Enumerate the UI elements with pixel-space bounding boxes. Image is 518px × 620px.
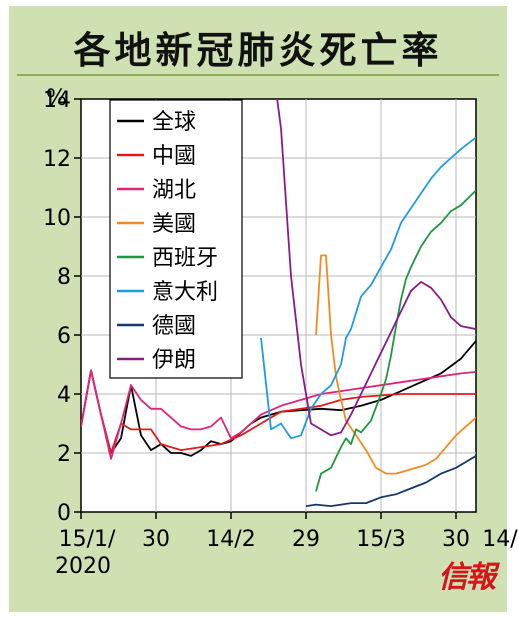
y-tick-label: 8 — [57, 265, 71, 290]
legend-label: 美國 — [152, 212, 196, 237]
y-tick-label: 0 — [57, 501, 71, 526]
series-line-德國 — [305, 455, 476, 507]
brand-logo: 信報 — [438, 560, 496, 595]
series-line-西班牙 — [315, 189, 476, 492]
legend-label: 德國 — [152, 314, 196, 339]
series-line-美國 — [315, 254, 476, 475]
x-tick-label: 15/3 — [356, 527, 405, 552]
x-tick-label: 30 — [442, 527, 470, 552]
x-axis-year: 2020 — [55, 554, 111, 579]
y-tick-label: 10 — [43, 206, 71, 231]
x-tick-label: 15/1/ — [59, 527, 116, 552]
series-lines — [81, 99, 476, 507]
y-tick-label: 6 — [57, 324, 71, 349]
x-tick-label: 30 — [142, 527, 170, 552]
y-axis-label: % — [46, 86, 67, 111]
x-axis: 15/1/30 14/2 29 15/3 30 14/4 2020 — [55, 512, 518, 579]
chart-title: 各地新冠肺炎死亡率 — [73, 29, 443, 72]
legend-label: 西班牙 — [152, 246, 218, 271]
series-line-伊朗 — [276, 99, 476, 437]
legend-label: 意大利 — [152, 280, 218, 305]
legend-label: 中國 — [152, 144, 196, 169]
y-axis: 0 2 4 6 8 10 12 14% — [43, 86, 81, 526]
legend-box — [109, 99, 243, 379]
x-tick-label: 14/2 — [206, 527, 255, 552]
x-tick-label: 29 — [292, 527, 320, 552]
title-divider — [17, 74, 499, 76]
y-tick-label: 12 — [43, 147, 71, 172]
legend-label: 湖北 — [152, 178, 196, 203]
legend-label: 伊朗 — [152, 348, 196, 373]
y-tick-label: 14 — [43, 88, 71, 113]
legend-label: 全球 — [152, 110, 196, 135]
y-tick-label: 2 — [57, 442, 71, 467]
x-tick-label: 14/4 — [482, 527, 518, 552]
y-tick-label: 4 — [57, 383, 71, 408]
series-line-意大利 — [260, 136, 476, 440]
